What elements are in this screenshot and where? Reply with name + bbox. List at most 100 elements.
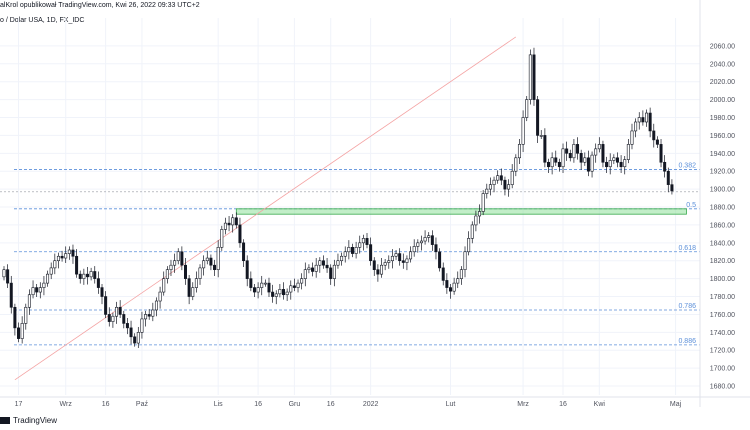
time-tick-label: Lut	[446, 401, 456, 408]
candle-body	[216, 247, 220, 270]
time-tick-label: Maj	[670, 401, 682, 408]
candle-body	[118, 306, 122, 315]
candle-body	[263, 282, 267, 285]
candle-body	[568, 153, 572, 159]
candle-body	[223, 222, 227, 230]
candle-body	[144, 314, 148, 320]
candle-body	[256, 287, 260, 293]
candle-body	[539, 135, 543, 137]
candle-body	[579, 153, 583, 163]
time-axis[interactable]: 17 Wrz 16 Paź Lis 16 Gru 16 2022 Lut Mrz 16 Kwi Maj	[0, 396, 750, 408]
candle-body	[205, 257, 209, 262]
symbol-info[interactable]: o / Dolar USA, 1D, FX_IDC	[0, 17, 85, 24]
time-tick-label: Kwi	[594, 401, 606, 408]
candle-body	[49, 267, 53, 275]
candle-body	[350, 247, 354, 254]
price-tick-label: 1960.00	[710, 133, 735, 140]
candle-body	[517, 144, 521, 159]
candle-body	[648, 112, 652, 132]
candles	[2, 47, 674, 349]
candle-body	[107, 314, 111, 322]
price-tick-label: 1680.00	[710, 384, 735, 391]
candle-body	[659, 144, 663, 163]
publish-info: alKrol opublikował TradingView.com, Kwi …	[0, 2, 200, 9]
price-tick-label: 1780.00	[710, 294, 735, 301]
fib-level-label: 0.5	[686, 202, 696, 209]
candle-body	[543, 135, 547, 163]
candle-body	[405, 258, 409, 263]
trend-line[interactable]	[14, 36, 517, 381]
candle-body	[394, 253, 398, 257]
fib-retracement[interactable]: 0.382 0.5 0.618 0.786 0.886	[0, 162, 700, 346]
candle-body	[325, 264, 329, 269]
candle-body	[42, 282, 46, 288]
time-tick-label: 17	[15, 401, 23, 408]
candle-body	[198, 267, 202, 279]
candle-body	[594, 148, 598, 156]
candle-body	[605, 161, 609, 168]
candle-body	[514, 157, 518, 172]
candle-body	[474, 215, 478, 226]
candle-body	[31, 287, 35, 296]
candle-body	[427, 235, 431, 238]
time-tick-label: Wrz	[60, 401, 73, 408]
candle-body	[401, 260, 405, 263]
candle-body	[532, 54, 536, 100]
candle-body	[376, 269, 380, 275]
price-tick-label: 1720.00	[710, 348, 735, 355]
candle-body	[296, 282, 300, 288]
candle-body	[176, 251, 180, 262]
candle-body	[550, 157, 554, 168]
candle-body	[554, 157, 558, 163]
grid	[0, 18, 700, 395]
candle-body	[441, 267, 445, 281]
candle-body	[597, 144, 601, 150]
candle-body	[434, 244, 438, 253]
candle-body	[75, 255, 79, 275]
fib-level-label: 0.886	[678, 338, 696, 345]
candle-body	[637, 117, 641, 123]
time-tick-label: Gru	[289, 401, 301, 408]
candle-body	[608, 160, 612, 168]
price-tick-label: 1880.00	[710, 205, 735, 212]
candle-body	[485, 188, 489, 194]
candle-body	[136, 332, 140, 344]
candle-body	[634, 121, 638, 132]
candle-body	[184, 264, 188, 279]
candle-body	[358, 242, 362, 248]
price-axis[interactable]: 1680.00 1700.00 1720.00 1740.00 1760.00 1780.…	[699, 0, 735, 407]
candle-body	[129, 327, 133, 338]
candle-body	[369, 244, 373, 262]
time-tick-label: 16	[254, 401, 262, 408]
price-tick-label: 1800.00	[710, 276, 735, 283]
candle-body	[576, 144, 580, 154]
candle-body	[271, 291, 275, 297]
candle-body	[194, 278, 198, 288]
candle-body	[456, 278, 460, 284]
candle-body	[27, 294, 31, 308]
support-zone[interactable]	[235, 208, 687, 215]
candle-body	[82, 273, 86, 279]
candle-body	[307, 267, 311, 270]
time-tick-label: Paź	[136, 401, 149, 408]
price-tick-label: 1980.00	[710, 115, 735, 122]
candle-body	[619, 161, 623, 168]
candle-body	[670, 184, 674, 192]
candle-body	[111, 315, 115, 322]
candle-body	[416, 242, 420, 247]
candle-body	[557, 161, 561, 168]
candle-body	[78, 273, 82, 279]
candle-body	[652, 130, 656, 141]
candle-body	[318, 260, 322, 266]
candle-body	[630, 130, 634, 145]
price-tick-label: 1700.00	[710, 366, 735, 373]
candle-body	[412, 246, 416, 253]
time-tick-label: Lis	[214, 401, 223, 408]
candle-body	[372, 260, 376, 270]
candle-body	[162, 278, 166, 293]
candle-body	[13, 306, 17, 329]
candle-body	[507, 184, 511, 190]
candle-body	[438, 251, 442, 269]
candle-body	[231, 217, 235, 226]
